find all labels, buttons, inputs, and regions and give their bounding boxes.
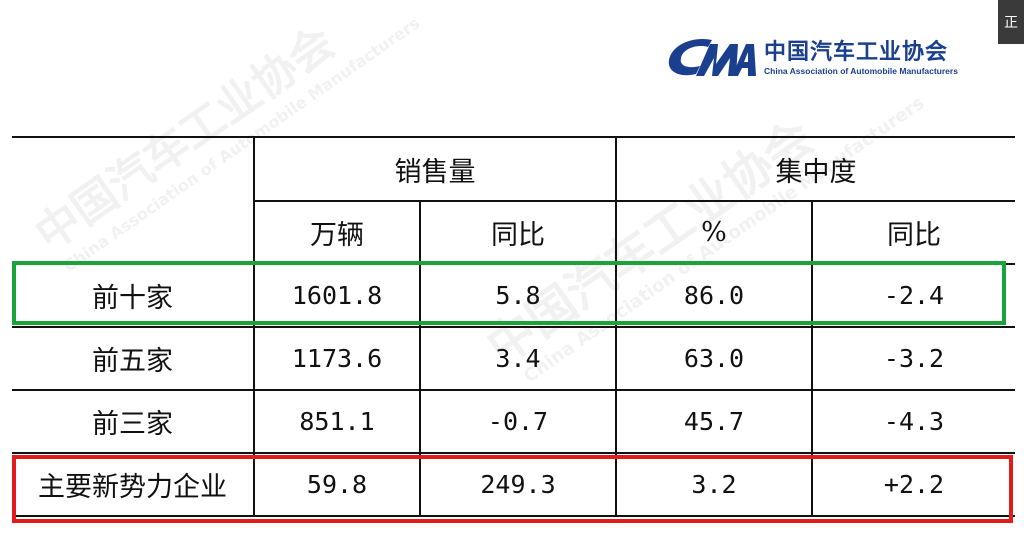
share-cell: 86.0 — [615, 263, 813, 328]
sales-concentration-table: 销售量 集中度 万辆 同比 % 同比 前十家 1601.8 5.8 86.0 -… — [12, 136, 1015, 517]
side-tab[interactable]: 正 — [998, 0, 1024, 44]
share-yoy-cell: -3.2 — [811, 326, 1015, 391]
subheader-volume-yoy: 同比 — [419, 200, 617, 265]
row-label: 主要新势力企业 — [12, 452, 255, 517]
header-sales-volume: 销售量 — [253, 136, 617, 202]
highlight-box-top-ten — [12, 261, 1006, 325]
row-label: 前三家 — [12, 389, 255, 454]
volume-cell: 1173.6 — [253, 326, 421, 391]
volume-yoy-cell: 3.4 — [419, 326, 617, 391]
stub-header-cell — [12, 136, 255, 265]
subheader-share-yoy: 同比 — [811, 200, 1015, 265]
table-row: 前十家 1601.8 5.8 86.0 -2.4 — [12, 263, 1015, 328]
logo-name-en: China Association of Automobile Manufact… — [764, 66, 958, 76]
volume-yoy-cell: -0.7 — [419, 389, 617, 454]
volume-yoy-cell: 5.8 — [419, 263, 617, 328]
header-concentration: 集中度 — [615, 136, 1015, 202]
share-cell: 63.0 — [615, 326, 813, 391]
subheader-share-unit: % — [615, 200, 813, 265]
highlight-box-new-forces — [12, 455, 1013, 523]
share-yoy-cell: +2.2 — [811, 452, 1015, 517]
subheader-volume-unit: 万辆 — [253, 200, 421, 265]
share-cell: 45.7 — [615, 389, 813, 454]
row-label: 前十家 — [12, 263, 255, 328]
logo-name-cn: 中国汽车工业协会 — [764, 40, 949, 65]
caam-logo-icon — [668, 38, 756, 76]
table-row: 前五家 1173.6 3.4 63.0 -3.2 — [12, 326, 1015, 391]
volume-yoy-cell: 249.3 — [419, 452, 617, 517]
volume-cell: 851.1 — [253, 389, 421, 454]
row-label: 前五家 — [12, 326, 255, 391]
volume-cell: 59.8 — [253, 452, 421, 517]
share-cell: 3.2 — [615, 452, 813, 517]
share-yoy-cell: -4.3 — [811, 389, 1015, 454]
volume-cell: 1601.8 — [253, 263, 421, 328]
table-row: 主要新势力企业 59.8 249.3 3.2 +2.2 — [12, 452, 1015, 517]
share-yoy-cell: -2.4 — [811, 263, 1015, 328]
caam-logo: 中国汽车工业协会 China Association of Automobile… — [666, 34, 958, 84]
table-row: 前三家 851.1 -0.7 45.7 -4.3 — [12, 389, 1015, 454]
